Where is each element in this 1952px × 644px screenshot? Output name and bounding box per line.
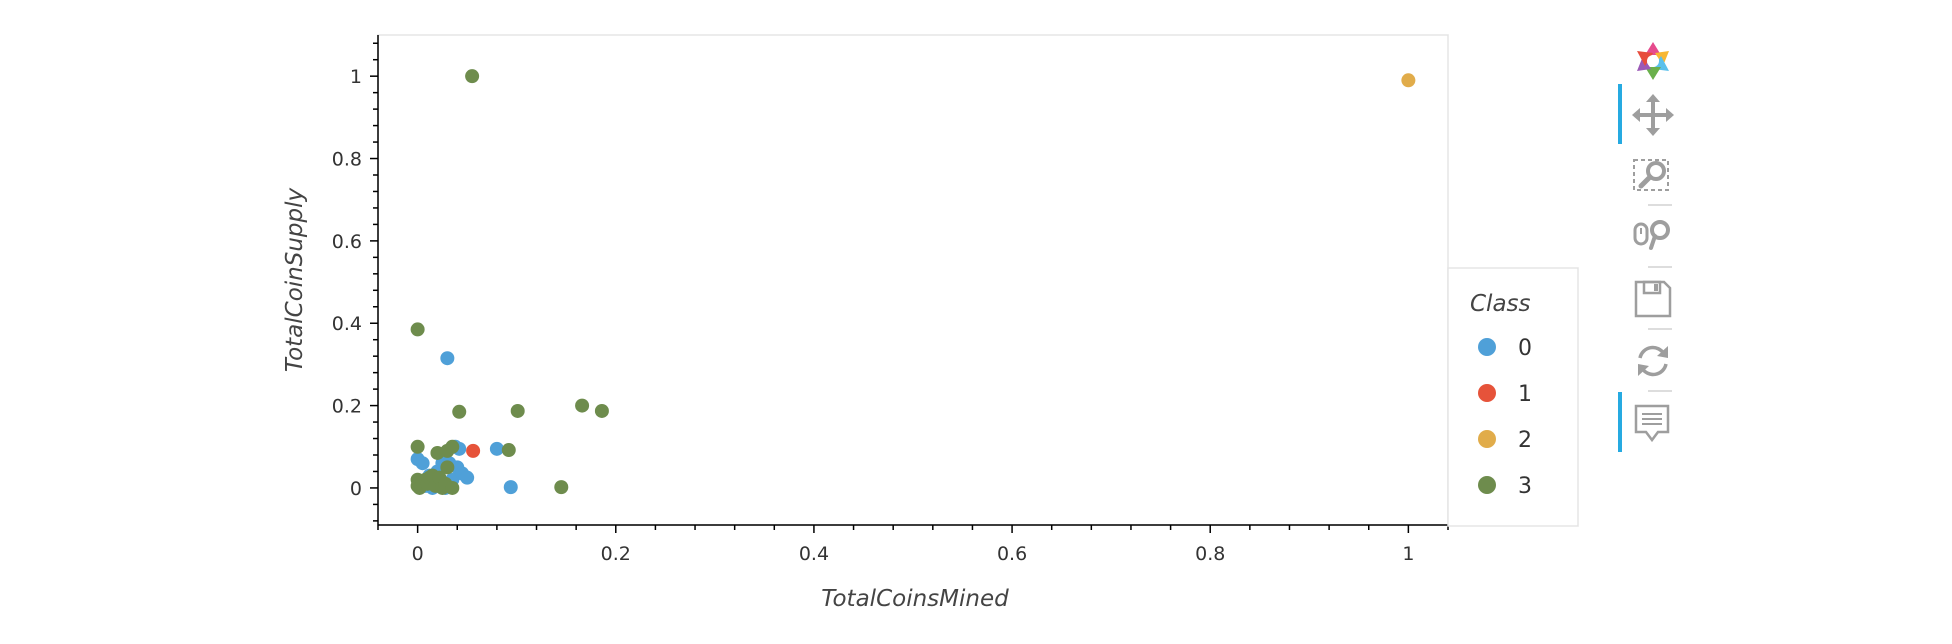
y-tick-label: 0.8 — [332, 149, 362, 171]
legend-item[interactable]: 0 — [1478, 336, 1532, 361]
scatter-point-class-3[interactable] — [465, 69, 480, 84]
bokeh-logo-icon — [1637, 42, 1669, 80]
x-axis-title: TotalCoinsMined — [821, 586, 1009, 612]
save-tool-button[interactable] — [1618, 268, 1688, 324]
box-zoom-icon — [1633, 159, 1669, 191]
scatter-point-class-3[interactable] — [445, 439, 460, 454]
legend-label: 2 — [1518, 428, 1532, 453]
scatter-point-class-0[interactable] — [503, 480, 518, 495]
scatter-point-class-3[interactable] — [410, 322, 425, 337]
y-axis-title: TotalCoinSupply — [282, 187, 308, 372]
y-tick-label: 0.6 — [332, 231, 362, 253]
bokeh-logo[interactable] — [1618, 30, 1688, 86]
legend-swatch — [1478, 338, 1496, 356]
plot-area[interactable] — [377, 34, 1449, 526]
scatter-point-class-0[interactable] — [415, 456, 430, 471]
y-tick-label: 1 — [350, 66, 362, 88]
legend-swatch — [1478, 476, 1496, 494]
legend-title: Class — [1470, 291, 1531, 317]
scatter-point-class-3[interactable] — [440, 460, 455, 475]
hover-icon — [1634, 404, 1670, 443]
reset-tool-button[interactable] — [1618, 330, 1688, 386]
hover-tool-button[interactable] — [1618, 392, 1688, 452]
x-tick-label: 0 — [412, 543, 424, 565]
legend-item[interactable]: 3 — [1478, 474, 1532, 499]
legend-item[interactable]: 1 — [1478, 382, 1532, 407]
wheel-zoom-icon — [1633, 220, 1670, 250]
legend-label: 1 — [1518, 382, 1532, 407]
toolbar — [1618, 30, 1688, 460]
pan-icon — [1632, 94, 1674, 136]
scatter-point-class-3[interactable] — [445, 480, 460, 495]
x-tick-label: 0.8 — [1195, 543, 1225, 565]
scatter-point-class-3[interactable] — [554, 480, 569, 495]
scatter-point-class-3[interactable] — [410, 439, 425, 454]
legend: Class 0 1 2 3 — [1447, 267, 1579, 527]
legend-label: 0 — [1518, 336, 1532, 361]
save-icon — [1634, 280, 1672, 318]
scatter-points — [410, 69, 1416, 495]
legend-box — [1447, 267, 1579, 527]
x-tick-label: 1 — [1402, 543, 1414, 565]
legend-swatch — [1478, 430, 1496, 448]
legend-label: 3 — [1518, 474, 1532, 499]
scatter-point-class-0[interactable] — [440, 351, 455, 366]
wheel-zoom-tool-button[interactable] — [1618, 206, 1688, 262]
scatter-point-class-3[interactable] — [575, 398, 590, 413]
y-tick-label: 0 — [350, 478, 362, 500]
pan-tool-button[interactable] — [1618, 84, 1688, 144]
reset-icon — [1638, 345, 1668, 377]
scatter-point-class-3[interactable] — [452, 404, 467, 419]
x-tick-label: 0.6 — [997, 543, 1027, 565]
x-tick-label: 0.4 — [799, 543, 829, 565]
x-axis: 0 0.2 0.4 0.6 0.8 1 — [377, 524, 1449, 565]
y-tick-label: 0.2 — [332, 396, 362, 418]
y-tick-label: 0.4 — [332, 313, 362, 335]
x-tick-label: 0.2 — [601, 543, 631, 565]
scatter-point-class-0[interactable] — [460, 470, 475, 485]
box-zoom-tool-button[interactable] — [1618, 144, 1688, 200]
legend-item[interactable]: 2 — [1478, 428, 1532, 453]
scatter-point-class-3[interactable] — [510, 403, 525, 418]
scatter-point-class-2[interactable] — [1401, 73, 1416, 88]
scatter-point-class-3[interactable] — [501, 443, 516, 458]
legend-swatch — [1478, 384, 1496, 402]
scatter-point-class-0[interactable] — [489, 441, 504, 456]
y-axis: 0 0.2 0.4 0.6 0.8 1 — [332, 35, 379, 525]
scatter-point-class-1[interactable] — [466, 443, 481, 458]
scatter-point-class-3[interactable] — [594, 403, 609, 418]
